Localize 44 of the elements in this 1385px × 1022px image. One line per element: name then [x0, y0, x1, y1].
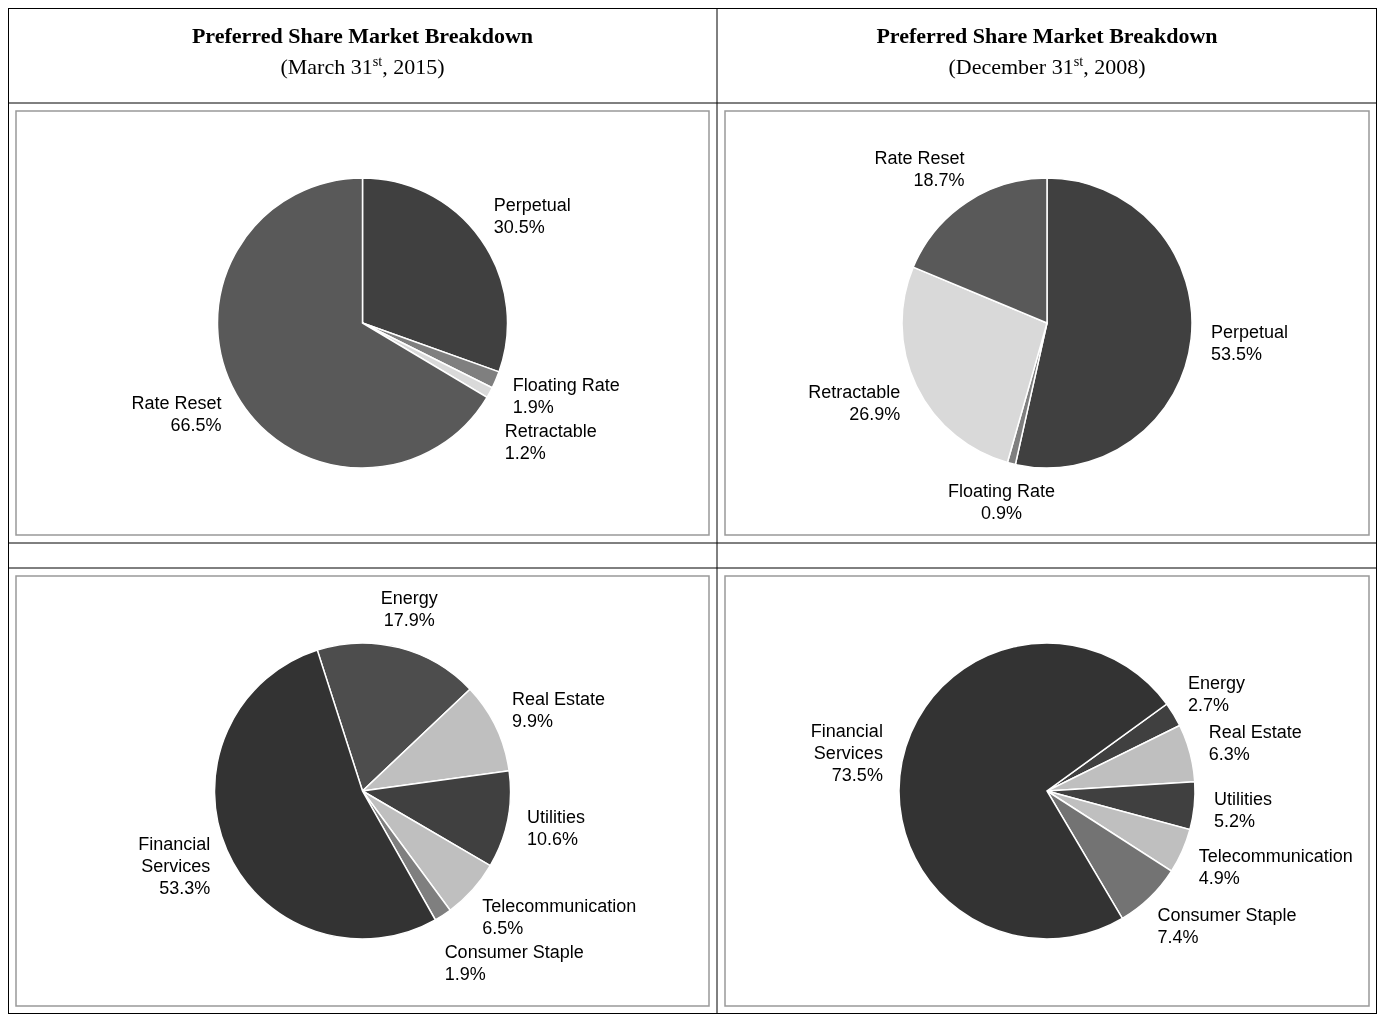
data-label: 2.7% [1187, 694, 1229, 715]
chart-subtitle: (December 31$^{st}$, 2008) [948, 53, 1146, 79]
data-label: 17.9% [383, 609, 435, 630]
data-label: 4.9% [1198, 868, 1240, 889]
data-label: 0.9% [981, 503, 1023, 524]
data-label: 26.9% [849, 404, 901, 425]
data-label: 9.9% [512, 710, 554, 731]
data-label: 53.3% [159, 878, 211, 899]
slice-label: Retractable [808, 382, 901, 403]
slice-label: Energy [380, 587, 438, 608]
slice-label: Retractable [504, 420, 597, 441]
data-label: 1.9% [512, 396, 554, 417]
data-label: 66.5% [170, 415, 222, 436]
slice-label: Floating Rate [512, 374, 620, 395]
slice-label: Financial Services [138, 834, 211, 877]
data-label: 18.7% [913, 170, 965, 191]
slice-label: Utilities [526, 806, 585, 827]
slice-label: Real Estate [1208, 721, 1302, 742]
slice-label: Rate Reset [874, 148, 965, 169]
slice-label: Perpetual [1210, 322, 1288, 343]
data-label: 53.5% [1210, 344, 1262, 365]
data-label: 73.5% [831, 764, 883, 785]
slice-label: Perpetual [493, 195, 571, 216]
slice-label: Energy [1187, 672, 1245, 693]
data-label: 7.4% [1157, 927, 1199, 948]
data-label: 1.2% [504, 442, 546, 463]
data-label: 1.9% [444, 963, 486, 984]
data-label: 5.2% [1214, 810, 1256, 831]
slice-label: Floating Rate [948, 481, 1056, 502]
chart-subtitle: (March 31$^{st}$, 2015) [280, 53, 445, 79]
slice-label: Telecommunication [482, 895, 637, 916]
slice-label: Real Estate [512, 688, 606, 709]
chart-title: Preferred Share Market Breakdown [191, 23, 534, 48]
slice-label: Rate Reset [131, 393, 222, 414]
data-label: 30.5% [493, 217, 545, 238]
data-label: 6.3% [1208, 743, 1250, 764]
slice-label: Consumer Staple [1157, 905, 1297, 926]
slice-label: Telecommunication [1198, 846, 1353, 867]
slice-label: Financial Services [810, 720, 883, 763]
slice-label: Utilities [1214, 788, 1273, 809]
slice-label: Consumer Staple [444, 941, 584, 962]
data-label: 10.6% [526, 828, 578, 849]
data-label: 6.5% [482, 917, 524, 938]
chart-title: Preferred Share Market Breakdown [876, 23, 1218, 48]
